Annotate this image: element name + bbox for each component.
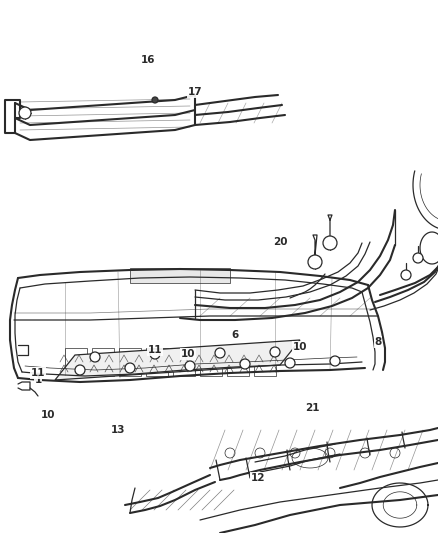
Circle shape — [308, 255, 322, 269]
Text: 10: 10 — [293, 342, 307, 352]
Circle shape — [152, 97, 158, 103]
Bar — [119, 348, 141, 376]
Bar — [254, 348, 276, 376]
Text: 21: 21 — [305, 403, 319, 413]
Bar — [130, 268, 230, 283]
Circle shape — [90, 352, 100, 362]
Circle shape — [285, 358, 295, 368]
Text: 10: 10 — [41, 410, 55, 420]
Text: 20: 20 — [273, 237, 287, 247]
Bar — [227, 348, 249, 376]
Circle shape — [150, 349, 160, 359]
Bar — [92, 348, 114, 376]
Text: 11: 11 — [31, 368, 45, 378]
Bar — [173, 348, 195, 376]
Circle shape — [215, 348, 225, 358]
Bar — [200, 348, 222, 376]
Text: 8: 8 — [374, 337, 381, 347]
Circle shape — [330, 356, 340, 366]
Circle shape — [185, 361, 195, 371]
Text: 16: 16 — [141, 55, 155, 65]
Bar — [65, 348, 87, 376]
Text: 12: 12 — [251, 473, 265, 483]
Circle shape — [240, 359, 250, 369]
Circle shape — [75, 365, 85, 375]
Circle shape — [323, 236, 337, 250]
Text: 6: 6 — [231, 330, 239, 340]
Circle shape — [270, 347, 280, 357]
Circle shape — [125, 363, 135, 373]
Text: 17: 17 — [188, 87, 202, 97]
Text: 1: 1 — [34, 375, 42, 385]
Circle shape — [413, 253, 423, 263]
Bar — [146, 348, 168, 376]
Circle shape — [19, 107, 31, 119]
Circle shape — [401, 270, 411, 280]
Text: 11: 11 — [148, 345, 162, 355]
Text: 13: 13 — [111, 425, 125, 435]
Text: 10: 10 — [181, 349, 195, 359]
Polygon shape — [55, 340, 300, 380]
